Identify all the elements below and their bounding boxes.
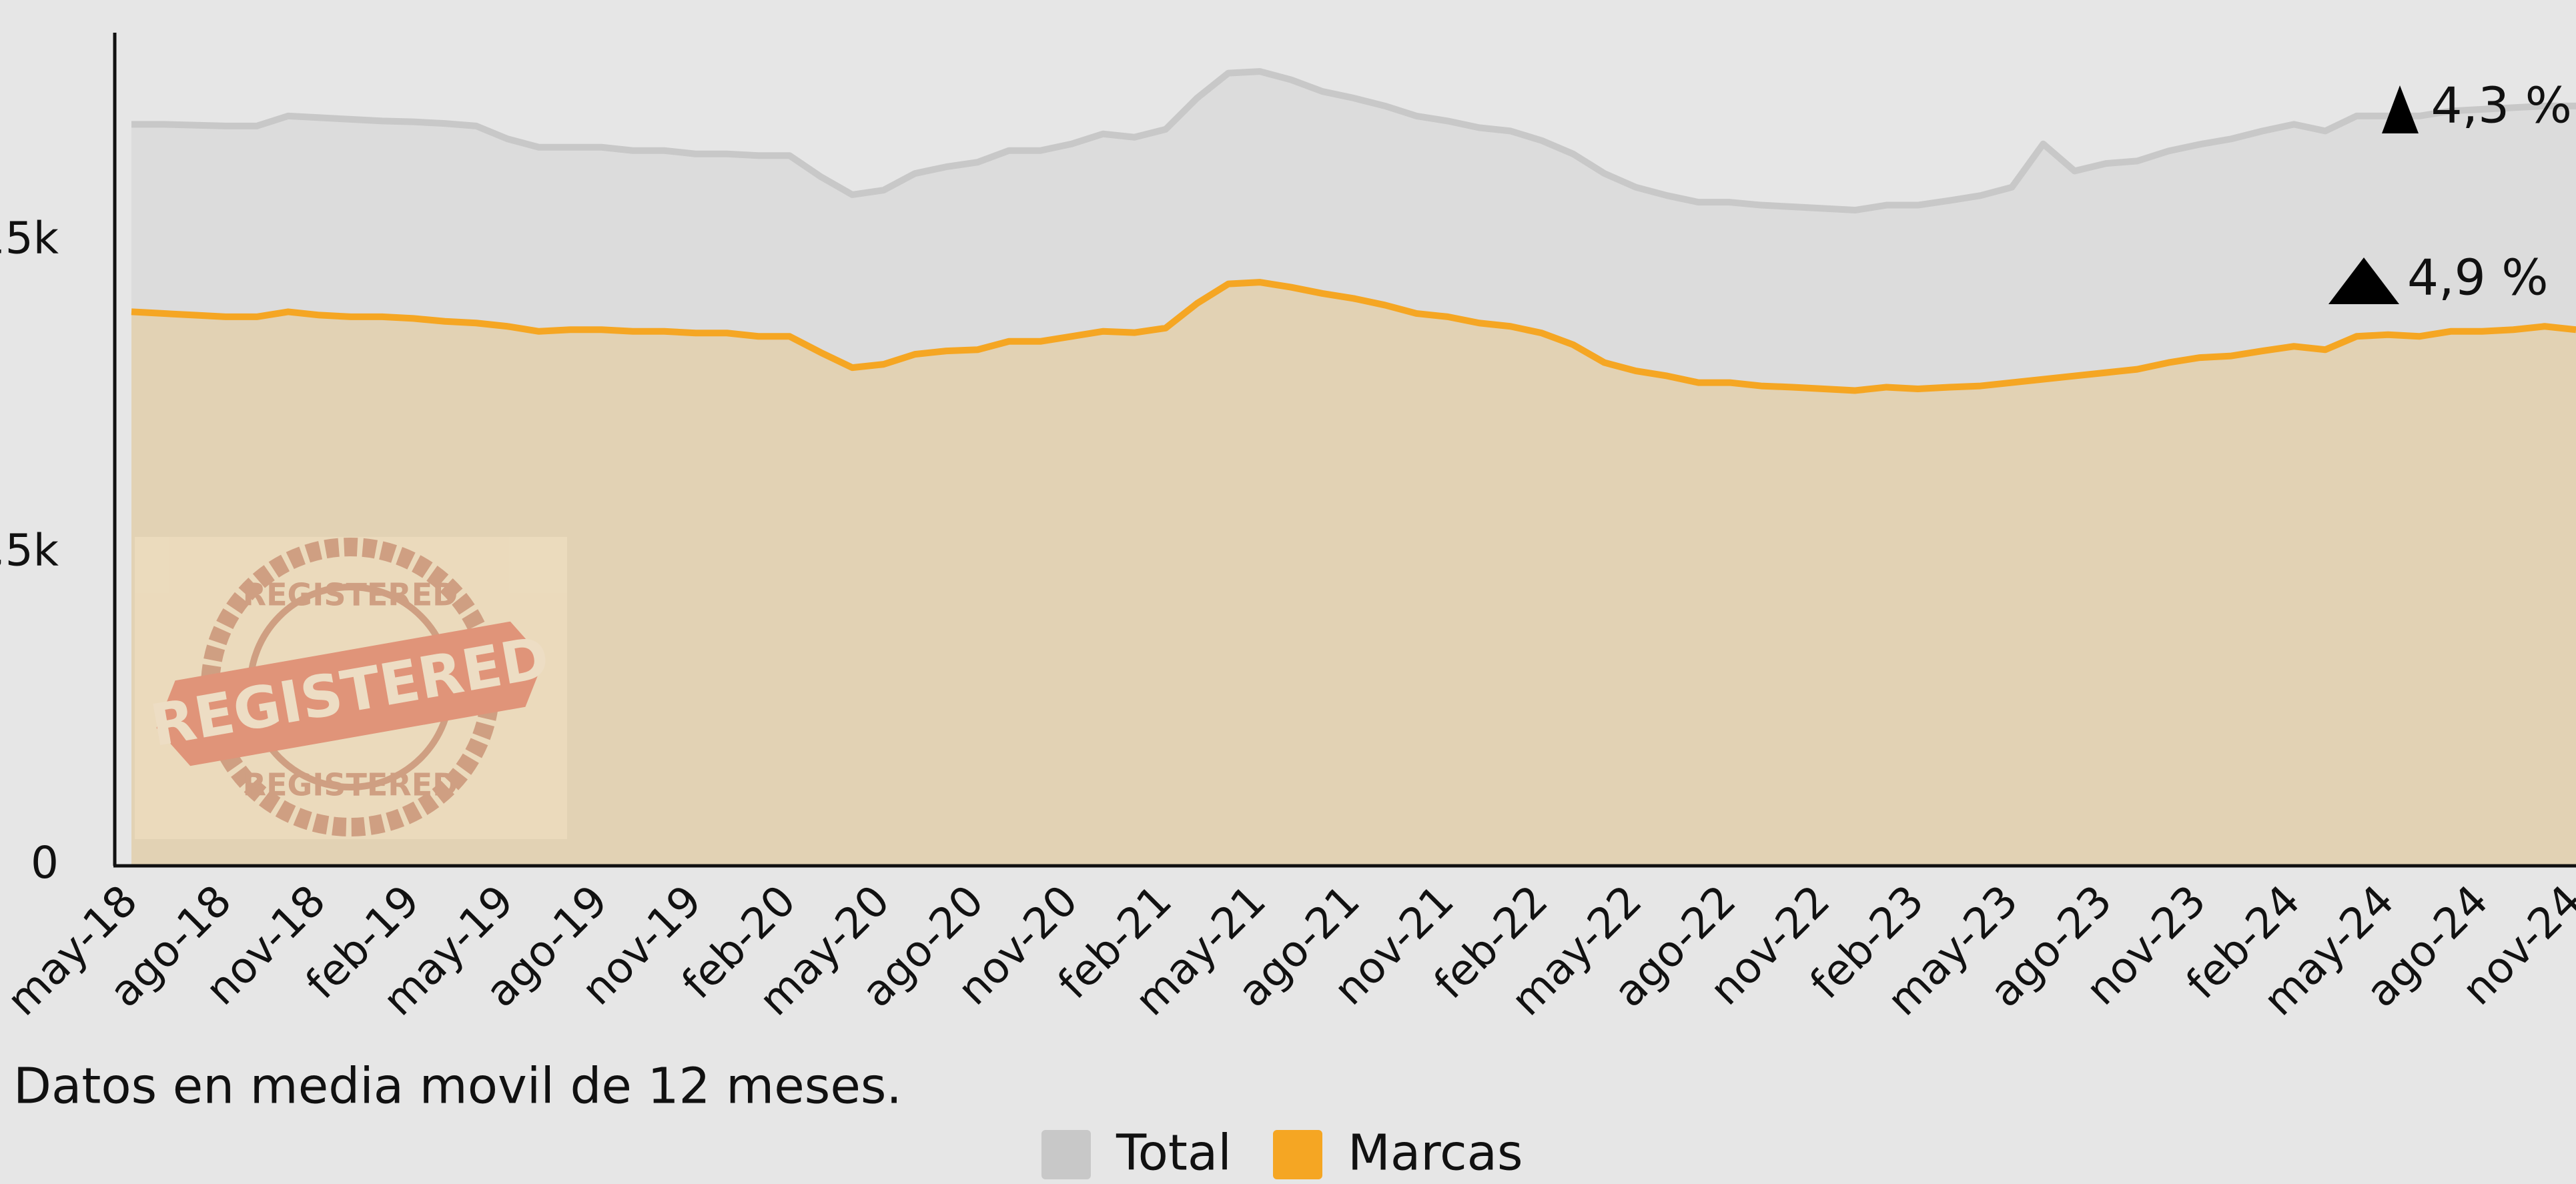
watermark-text: REGISTERED	[243, 577, 458, 613]
legend-label: Total	[1116, 1125, 1232, 1182]
legend-label: Marcas	[1348, 1125, 1523, 1182]
watermark-text: REGISTERED	[243, 767, 458, 803]
annotation: 4,3 %	[2431, 77, 2572, 135]
legend-swatch	[1273, 1130, 1322, 1179]
watermark: REGISTERED REGISTERED REGISTERED	[135, 537, 567, 839]
y-tick-label: 7,5k	[0, 525, 59, 576]
y-tick-label: 15k	[0, 212, 59, 263]
annotation: 4,9 %	[2407, 249, 2549, 307]
legend: Total Marcas	[1041, 1125, 1523, 1182]
y-tick-label: 0	[31, 837, 59, 889]
legend-swatch	[1041, 1130, 1091, 1179]
footnote: Datos en media movil de 12 meses.	[13, 1058, 902, 1115]
up-arrow	[2382, 85, 2419, 133]
